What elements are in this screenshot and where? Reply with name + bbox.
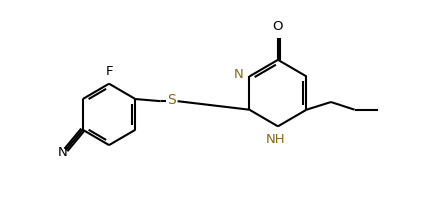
Text: F: F [105,65,113,78]
Text: O: O [273,20,283,33]
Text: N: N [58,146,68,159]
Text: N: N [234,68,244,81]
Text: S: S [167,93,176,107]
Text: NH: NH [266,133,286,146]
